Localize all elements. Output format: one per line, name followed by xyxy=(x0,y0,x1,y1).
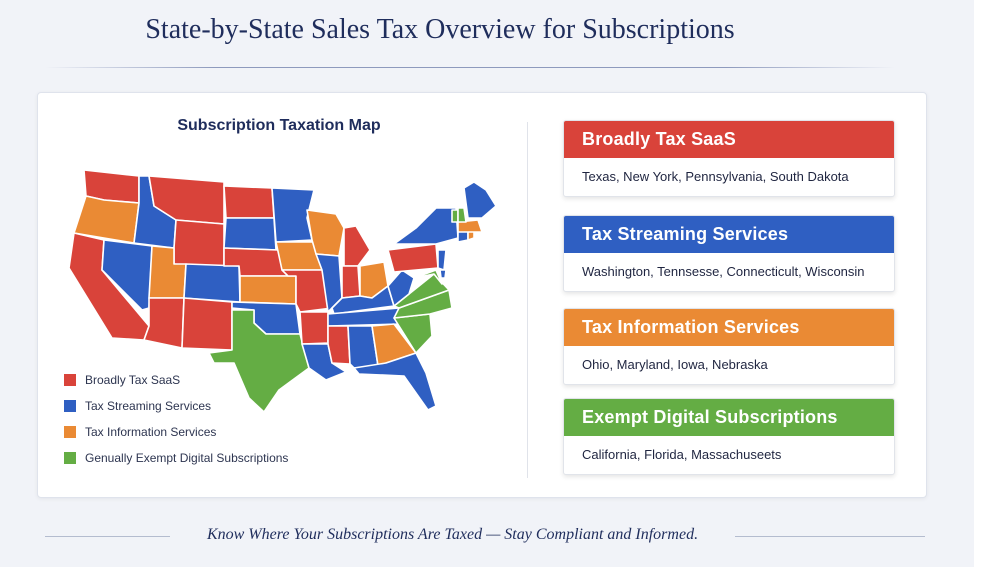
legend-item-exempt: Genually Exempt Digital Subscriptions xyxy=(64,445,288,471)
state-VT xyxy=(451,209,459,223)
state-NY xyxy=(393,207,459,245)
state-CO xyxy=(183,263,241,303)
state-TX xyxy=(208,309,310,413)
card-exempt: Exempt Digital Subscriptions California,… xyxy=(563,398,895,475)
state-KS xyxy=(239,275,297,305)
legend-swatch xyxy=(64,452,76,464)
state-ME xyxy=(463,181,497,219)
state-DE xyxy=(439,269,447,279)
state-MI xyxy=(343,225,371,267)
card-broad-saas: Broadly Tax SaaS Texas, New York, Pennsy… xyxy=(563,120,895,197)
card-states: Ohio, Maryland, Iowa, Nebraska xyxy=(582,357,768,372)
legend-label: Genually Exempt Digital Subscriptions xyxy=(85,451,289,465)
card-title: Exempt Digital Subscriptions xyxy=(564,399,894,436)
state-NV xyxy=(101,239,153,311)
state-IN xyxy=(341,265,361,299)
state-PA xyxy=(387,243,439,273)
card-information: Tax Information Services Ohio, Maryland,… xyxy=(563,308,895,385)
legend-label: Broadly Tax SaaS xyxy=(85,373,181,387)
state-MA xyxy=(457,219,483,233)
page-title: State-by-State Sales Tax Overview for Su… xyxy=(145,14,735,45)
state-SD xyxy=(223,217,277,251)
card-title: Broadly Tax SaaS xyxy=(564,121,894,158)
legend-item-broad: Broadly Tax SaaS xyxy=(64,367,288,393)
state-NH xyxy=(457,207,467,223)
state-AZ xyxy=(143,297,185,349)
footer-divider-right xyxy=(735,536,925,537)
window-edge xyxy=(974,0,982,567)
card-streaming: Tax Streaming Services Washington, Tenns… xyxy=(563,215,895,292)
card-title: Tax Information Services xyxy=(564,309,894,346)
state-MD xyxy=(413,269,443,285)
card-states: Texas, New York, Pennsylvania, South Dak… xyxy=(582,169,849,184)
legend-label: Tax Information Services xyxy=(85,425,217,439)
footer-tagline: Know Where Your Subscriptions Are Taxed … xyxy=(206,526,699,543)
card-title: Tax Streaming Services xyxy=(564,216,894,253)
panel-divider xyxy=(527,122,528,478)
legend-swatch xyxy=(64,374,76,386)
legend-item-streaming: Tax Streaming Services xyxy=(64,393,288,419)
state-MS xyxy=(327,325,351,365)
us-map xyxy=(68,169,497,413)
footer-divider-left xyxy=(45,536,170,537)
legend-label: Tax Streaming Services xyxy=(85,399,212,413)
state-AR xyxy=(299,311,329,345)
legend-swatch xyxy=(64,400,76,412)
card-states: Washington, Tennsesse, Connecticult, Wis… xyxy=(582,264,865,279)
legend-item-information: Tax Information Services xyxy=(64,419,288,445)
state-FL xyxy=(353,352,437,411)
title-divider xyxy=(45,67,895,68)
state-WY xyxy=(173,219,225,269)
map-title: Subscription Taxation Map xyxy=(177,117,381,134)
legend-swatch xyxy=(64,426,76,438)
state-ND xyxy=(223,185,275,219)
map-legend: Broadly Tax SaaS Tax Streaming Services … xyxy=(64,367,288,471)
state-WV xyxy=(387,269,415,307)
state-NJ xyxy=(437,249,447,271)
card-states: California, Florida, Massachuseets xyxy=(582,447,782,462)
state-NM xyxy=(181,297,233,351)
